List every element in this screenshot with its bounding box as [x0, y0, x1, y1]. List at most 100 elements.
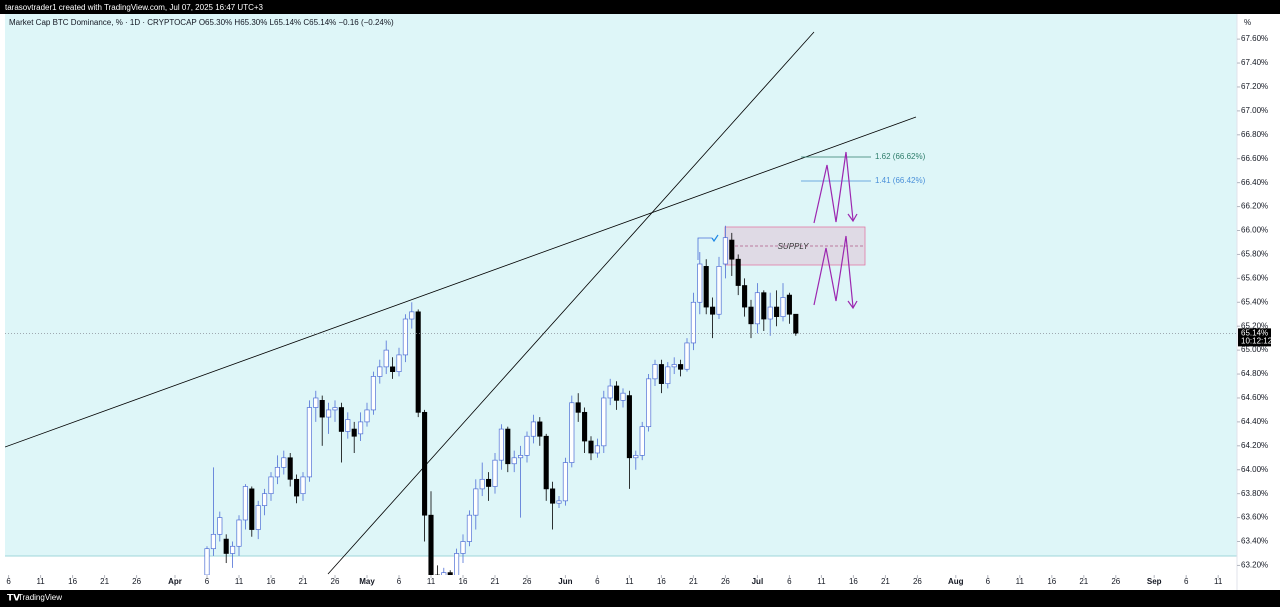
candle-body: [242, 486, 248, 521]
candle-body: [754, 292, 760, 325]
x-tick-label: 11: [1016, 577, 1025, 586]
logo: TradingView: [18, 593, 62, 602]
candle-body: [690, 301, 696, 344]
x-tick-label: Apr: [168, 577, 182, 586]
candle-body: [582, 411, 588, 442]
candle-body: [658, 364, 664, 384]
y-tick-label: 66.60%: [1241, 154, 1268, 163]
arrow-head: [847, 300, 858, 310]
x-tick-label: 26: [331, 577, 340, 586]
last-price-label: 65.14%: [1241, 328, 1268, 337]
candle-body: [492, 459, 498, 487]
watermark: tarasovtrader1 created with TradingView.…: [5, 3, 264, 12]
candle-body: [390, 366, 396, 373]
y-tick-label: 64.40%: [1241, 417, 1268, 426]
y-tick-label: 66.00%: [1241, 226, 1268, 235]
candle-body: [262, 493, 268, 506]
y-tick-label: 66.80%: [1241, 130, 1268, 139]
candle-body: [479, 478, 485, 490]
top-bar-bg: [0, 0, 1280, 14]
countdown: 10:12:12: [1241, 336, 1273, 345]
zigzag-arrow: [813, 235, 854, 308]
candle-body: [774, 306, 780, 317]
candle-body: [460, 541, 466, 554]
candle-body: [319, 400, 325, 418]
x-tick-label: 26: [1111, 577, 1120, 586]
candle-body: [338, 407, 344, 432]
x-tick-label: 16: [459, 577, 468, 586]
fib-label: 1.62 (66.62%): [875, 152, 926, 161]
candle-body: [345, 419, 351, 432]
candle-body: [556, 500, 562, 504]
candle-body: [351, 428, 357, 437]
x-tick-label: 21: [491, 577, 500, 586]
x-tick-label: 21: [881, 577, 890, 586]
x-tick-label: 11: [817, 577, 826, 586]
x-tick-label: 26: [721, 577, 730, 586]
x-tick-label: 6: [1184, 577, 1189, 586]
y-tick-label: 66.20%: [1241, 202, 1268, 211]
y-tick-label: 64.20%: [1241, 441, 1268, 450]
x-tick-label: 11: [36, 577, 45, 586]
y-tick-label: 64.60%: [1241, 393, 1268, 402]
candle-body: [255, 505, 261, 530]
y-tick-label: 65.40%: [1241, 297, 1268, 306]
candle-body: [569, 402, 575, 463]
candle-body: [697, 263, 703, 303]
candle-body: [652, 364, 658, 380]
candle-body: [780, 297, 786, 317]
fib-label: 1.41 (66.42%): [875, 176, 926, 185]
last-price-box: [1238, 328, 1271, 347]
candle-body: [230, 545, 236, 554]
candle-body: [210, 533, 216, 550]
x-tick-label: Jul: [752, 577, 764, 586]
candle-body: [466, 514, 472, 542]
candle-body: [498, 428, 504, 461]
x-tick-label: 6: [205, 577, 210, 586]
candle-body: [473, 488, 479, 516]
y-tick-label: 65.20%: [1241, 321, 1268, 330]
candle-body: [646, 378, 652, 428]
candle-body: [281, 457, 287, 468]
candle-body: [217, 517, 223, 535]
candle-body: [383, 349, 389, 368]
y-tick-label: 66.40%: [1241, 178, 1268, 187]
candle-body: [626, 395, 632, 459]
candle-body: [306, 407, 312, 478]
candle-body: [562, 462, 568, 502]
y-tick-label: 64.80%: [1241, 369, 1268, 378]
candle-body: [524, 435, 530, 456]
candle-body: [486, 478, 492, 487]
candle-body: [761, 292, 767, 320]
top-bar: tarasovtrader1 created with TradingView.…: [0, 0, 1280, 14]
x-tick-label: 11: [1214, 577, 1223, 586]
candle-body: [742, 285, 748, 308]
x-tick-label: Aug: [948, 577, 964, 586]
arrow-head: [847, 213, 858, 223]
candle-body: [511, 457, 517, 465]
projection: [813, 151, 858, 310]
candle-body: [274, 466, 280, 478]
candle-body: [402, 318, 408, 356]
candle-body: [786, 294, 792, 315]
x-tick-label: 6: [397, 577, 402, 586]
candle-body: [678, 364, 684, 370]
candle-body: [332, 407, 338, 411]
candle-body: [588, 440, 594, 454]
unit: %: [1244, 18, 1251, 27]
candle-body: [364, 409, 370, 423]
candle-body: [550, 488, 556, 504]
candle-body: [249, 488, 255, 530]
x-tick-label: 26: [132, 577, 141, 586]
y-tick-label: 65.00%: [1241, 345, 1268, 354]
x-tick-label: 21: [100, 577, 109, 586]
candle-body: [454, 553, 460, 575]
candle-body: [204, 548, 210, 575]
candle-body: [543, 435, 549, 490]
y-tick-label: 67.40%: [1241, 58, 1268, 67]
candle-body: [594, 445, 600, 454]
candle-body: [633, 455, 639, 459]
y-tick-label: 63.20%: [1241, 561, 1268, 570]
candle-body: [703, 266, 709, 308]
